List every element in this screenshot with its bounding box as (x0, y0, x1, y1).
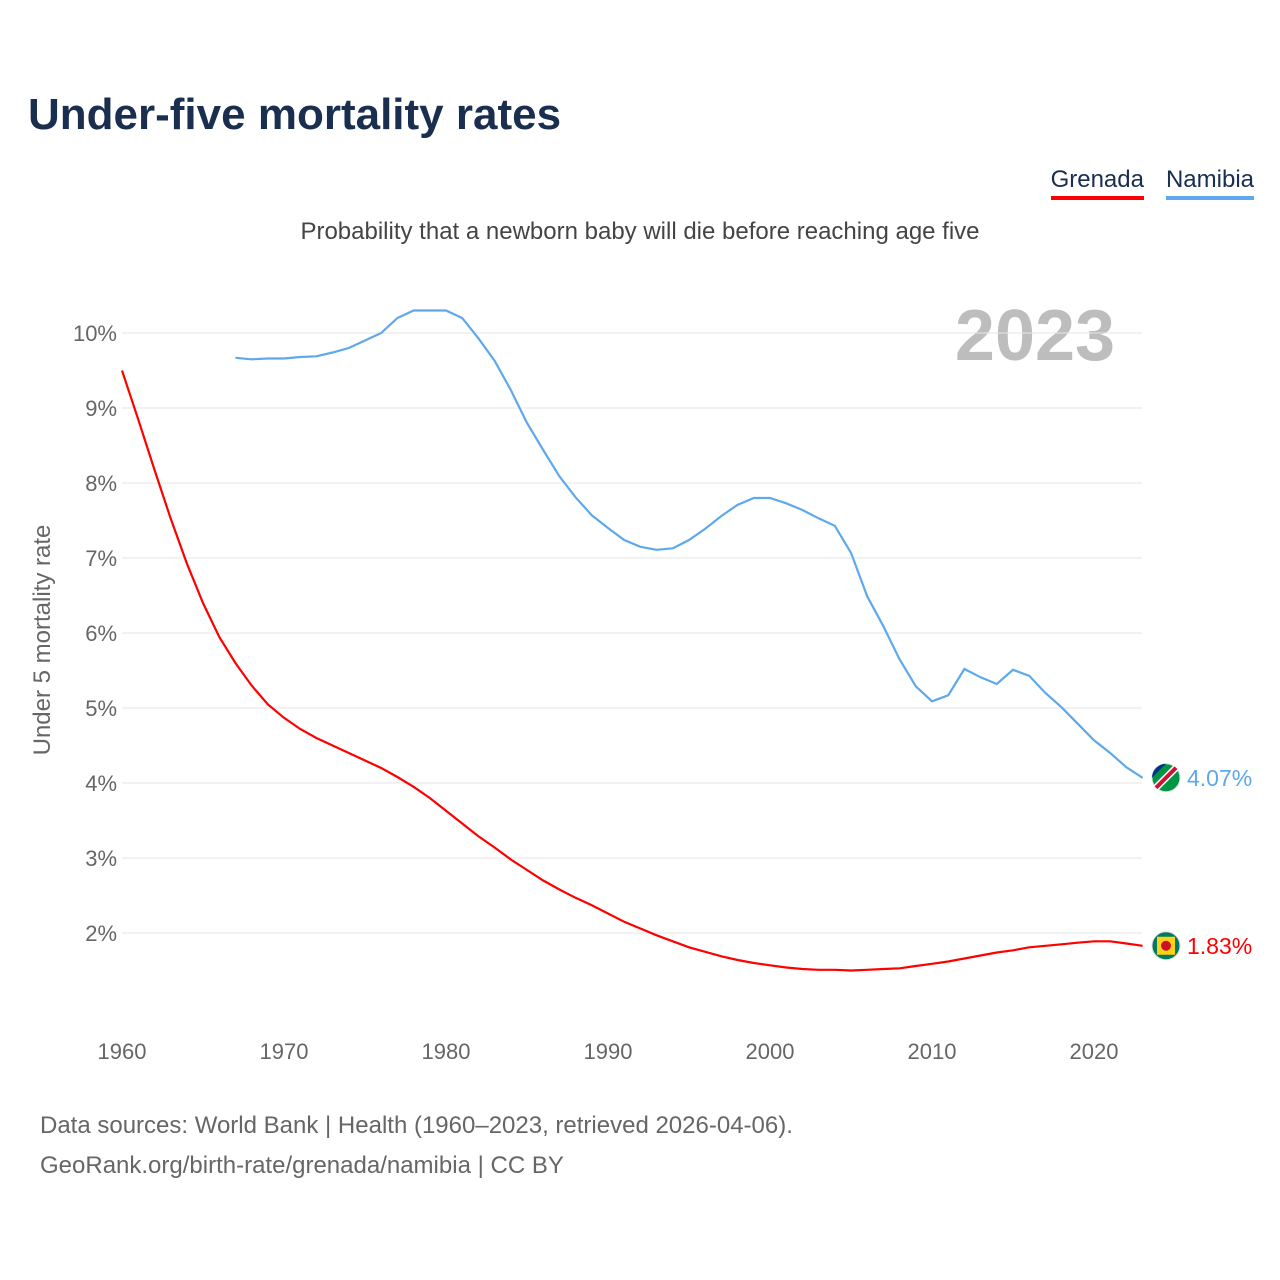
chart-title: Under-five mortality rates (28, 90, 562, 139)
y-tick-label: 3% (85, 846, 117, 871)
x-tick-label: 1960 (98, 1039, 147, 1064)
y-tick-label: 8% (85, 471, 117, 496)
y-tick-label: 5% (85, 696, 117, 721)
source-line-2[interactable]: GeoRank.org/birth-rate/grenada/namibia |… (40, 1152, 564, 1179)
x-tick-label: 2020 (1070, 1039, 1119, 1064)
series-line-grenada (120, 370, 1143, 972)
end-label-grenada: 1.83% (1187, 933, 1252, 959)
y-tick-label: 9% (85, 396, 117, 421)
legend-namibia[interactable]: Namibia (1165, 166, 1254, 200)
y-tick-label: 6% (85, 621, 117, 646)
x-tick-label: 1990 (584, 1039, 633, 1064)
x-tick-label: 2010 (908, 1039, 957, 1064)
x-tick-label: 1970 (260, 1039, 309, 1064)
source-note: Data sources: World Bank | Health (1960–… (40, 1106, 793, 1186)
year-label: 2023 (955, 296, 1115, 376)
legend-grenada[interactable]: Grenada (1050, 166, 1144, 200)
series-line-namibia (235, 309, 1144, 779)
namibia-flag-blue (1152, 763, 1166, 778)
y-tick-label: 10% (73, 321, 117, 346)
y-axis-label: Under 5 mortality rate (29, 525, 56, 756)
namibia-flag-stripe-red (1154, 766, 1178, 790)
x-tick-label: 2000 (746, 1039, 795, 1064)
grenada-flag-center (1161, 940, 1171, 951)
legend: Grenada Namibia (1050, 166, 1254, 200)
y-tick-label: 4% (85, 771, 117, 796)
chart-subtitle: Probability that a newborn baby will die… (300, 218, 980, 245)
y-tick-label: 7% (85, 546, 117, 571)
y-tick-label: 2% (85, 921, 117, 946)
x-tick-label: 1980 (422, 1039, 471, 1064)
source-line-1: Data sources: World Bank | Health (1960–… (40, 1112, 793, 1139)
end-label-namibia: 4.07% (1187, 765, 1252, 791)
